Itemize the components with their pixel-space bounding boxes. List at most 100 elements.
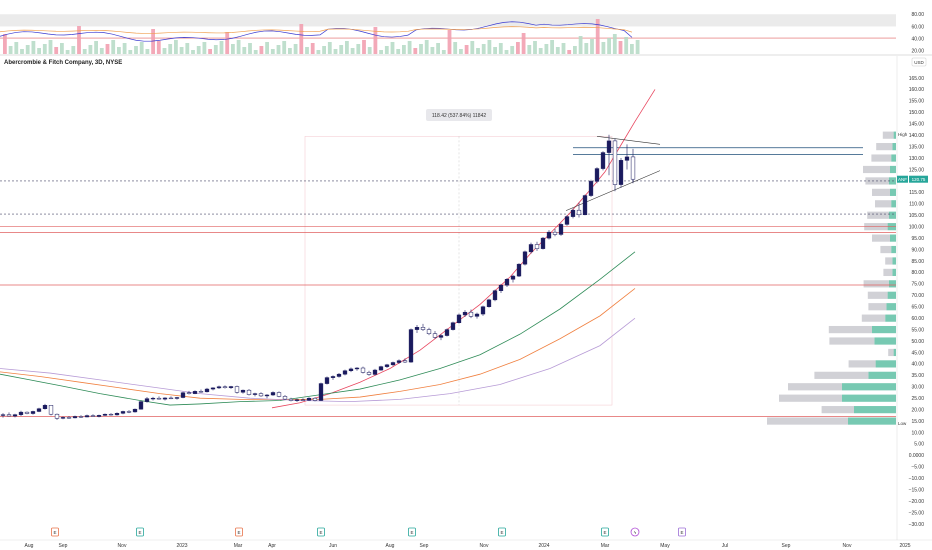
- rsi-volume-bar: [139, 42, 144, 54]
- candle-body: [48, 405, 54, 415]
- candle-body: [510, 275, 516, 280]
- volume-profile-up: [888, 211, 896, 219]
- rsi-volume-bar: [270, 49, 275, 54]
- candle-body: [126, 411, 132, 413]
- rsi-volume-bar: [88, 45, 93, 54]
- candle-body: [348, 368, 354, 372]
- volume-profile-up: [885, 314, 896, 322]
- rsi-volume-bar: [550, 40, 554, 54]
- rsi-volume-bar: [607, 38, 611, 54]
- rsi-volume-bar: [510, 46, 515, 54]
- rsi-volume-bar: [390, 42, 395, 54]
- rsi-volume-bar: [419, 44, 423, 54]
- rsi-volume-bar: [48, 40, 53, 54]
- volume-profile-up: [891, 154, 896, 162]
- rsi-volume-bar: [196, 46, 201, 54]
- rsi-volume-bar: [345, 41, 349, 54]
- rsi-volume-bar: [464, 45, 469, 54]
- candle-body: [486, 299, 492, 307]
- volume-profile-up: [875, 360, 896, 368]
- candle-body: [276, 392, 282, 397]
- candle-body: [372, 369, 378, 375]
- rsi-volume-bar: [595, 19, 600, 54]
- rsi-volume-bar: [635, 40, 640, 54]
- earnings-event-marker: [408, 527, 416, 537]
- y-tick-label: 115.00: [909, 190, 924, 196]
- rsi-volume-bar: [498, 43, 503, 54]
- volume-profile-up: [888, 280, 896, 288]
- rsi-volume-bar: [493, 47, 497, 54]
- candle-body: [210, 387, 216, 390]
- volume-profile-down: [829, 337, 875, 345]
- volume-profile-up: [892, 257, 896, 265]
- last-price-label: 120.75: [912, 177, 926, 182]
- candle-body: [330, 376, 336, 378]
- rsi-volume-bar: [299, 24, 304, 54]
- candle-body: [522, 251, 528, 265]
- candle-body: [624, 156, 630, 161]
- x-tick-label: Sep: [782, 543, 791, 549]
- volume-profile-down: [863, 165, 890, 174]
- candle-body: [12, 414, 18, 417]
- candle-body: [396, 360, 402, 363]
- volume-profile-down: [872, 234, 890, 242]
- x-tick-label: Aug: [386, 543, 395, 549]
- y-tick-label: 80.00: [911, 270, 924, 276]
- candle-body: [6, 414, 12, 417]
- earnings-event-marker: [317, 527, 325, 537]
- rsi-volume-bar: [521, 33, 526, 54]
- candle-body: [246, 389, 252, 395]
- candle-body: [306, 397, 312, 401]
- rsi-volume-bar: [14, 42, 19, 54]
- rsi-volume-bar: [82, 49, 87, 54]
- candle-body: [426, 329, 432, 334]
- rsi-volume-bar: [219, 41, 224, 54]
- currency-box[interactable]: [911, 57, 927, 67]
- y-tick-label: −10.00: [909, 476, 925, 482]
- x-tick-label: Sep: [420, 543, 429, 549]
- rsi-volume-bar: [544, 44, 549, 54]
- candle-body: [534, 244, 540, 249]
- candle-body: [240, 389, 246, 393]
- candle-body: [60, 417, 66, 419]
- event-marker-letter: E: [410, 530, 413, 535]
- candle-body: [480, 306, 486, 315]
- rsi-volume-bar: [151, 29, 155, 54]
- measure-label-box: [426, 109, 492, 121]
- candle-body: [564, 216, 570, 225]
- y-tick-label: 105.00: [909, 213, 925, 219]
- rsi-volume-bar: [373, 27, 378, 54]
- rsi-volume-bar: [567, 50, 572, 54]
- candle-body: [150, 397, 156, 400]
- y-tick-label: 95.00: [911, 236, 924, 242]
- candle-body: [570, 209, 576, 217]
- candle-body: [288, 398, 294, 401]
- rsi-volume-bar: [225, 32, 230, 54]
- rsi-volume-bar: [145, 49, 150, 54]
- ticker-label: ANF: [898, 177, 907, 182]
- volume-profile-down: [875, 200, 892, 208]
- rsi-volume-bar: [367, 47, 372, 54]
- y-tick-label: −15.00: [909, 487, 925, 493]
- candle-body: [528, 244, 534, 253]
- rsi-volume-bar: [77, 26, 81, 54]
- earnings-event-marker: [601, 527, 609, 537]
- event-marker-letter: ϟ: [634, 530, 637, 535]
- x-tick-label: 2023: [176, 543, 187, 549]
- rsi-volume-bar: [162, 48, 167, 54]
- event-marker-letter: E: [237, 530, 240, 535]
- volume-profile-up: [891, 245, 896, 254]
- volume-profile-down: [861, 314, 886, 322]
- price-panel: 118.42 (537.84%) 11842: [0, 89, 896, 425]
- rsi-volume-bar: [168, 44, 173, 54]
- candle-body: [138, 401, 144, 410]
- measure-box: [304, 136, 613, 406]
- rsi-volume-bar: [276, 45, 281, 54]
- candle-body: [468, 311, 474, 317]
- x-tick-label: Sep: [59, 543, 68, 549]
- volume-profile-down: [888, 348, 894, 357]
- candle-body: [24, 411, 30, 414]
- candle-body: [558, 224, 564, 235]
- rsi-volume-bar: [618, 41, 623, 54]
- rsi-volume-bar: [527, 45, 532, 54]
